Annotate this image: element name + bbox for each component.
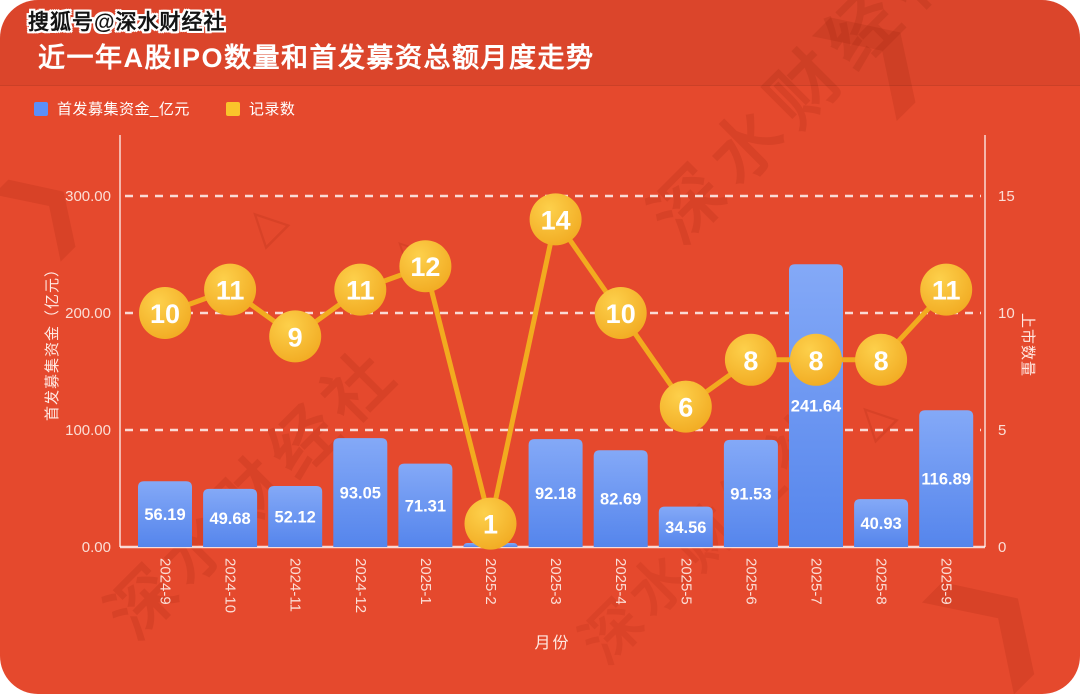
- bar-value-label: 92.18: [535, 485, 576, 503]
- data-point-marker: [594, 287, 647, 339]
- bar: [919, 410, 974, 547]
- y-tick-label-right: 15: [998, 188, 1015, 205]
- marker-value-label: 1: [483, 510, 498, 540]
- x-tick-label: 2024-10: [222, 558, 239, 613]
- x-tick-label: 2025-9: [938, 558, 955, 605]
- marker-value-label: 11: [932, 276, 961, 306]
- axis-title-left: 首发募集资金（亿元）: [44, 261, 61, 421]
- x-tick-label: 2025-8: [873, 558, 890, 605]
- bar: [138, 481, 192, 547]
- legend-swatch-count: [225, 101, 240, 116]
- marker-value-label: 11: [346, 276, 375, 306]
- data-point-marker: [139, 287, 191, 339]
- x-tick-label: 2025-4: [612, 558, 629, 605]
- x-tick-label: 2025-5: [677, 558, 694, 605]
- legend-swatch-funds: [34, 101, 48, 116]
- bar-value-label: 91.53: [730, 485, 771, 503]
- x-tick-label: 2025-3: [547, 558, 564, 605]
- bar-value-label: 93.05: [340, 485, 381, 503]
- x-tick-label: 2025-2: [482, 558, 499, 605]
- bar-value-label: 71.31: [405, 497, 446, 515]
- bar: [203, 488, 258, 547]
- y-tick-label-left: 200.00: [65, 305, 111, 322]
- marker-value-label: 12: [410, 252, 440, 282]
- data-point-marker: [334, 263, 387, 316]
- x-axis-title: 月份: [534, 634, 570, 652]
- legend-label-funds: 首发募集资金_亿元: [57, 101, 190, 118]
- bar: [528, 439, 583, 547]
- data-point-marker: [529, 193, 582, 246]
- chart-legend: 首发募集资金_亿元 记录数: [34, 98, 295, 119]
- axis-title-right: 上市数量: [1019, 313, 1036, 377]
- page-title: 近一年A股IPO数量和首发募资总额月度走势: [38, 43, 595, 73]
- bar-value-label: 116.89: [921, 471, 971, 489]
- bar: [723, 439, 778, 547]
- legend-label-count: 记录数: [248, 101, 296, 118]
- x-tick-label: 2025-7: [808, 558, 825, 605]
- bar: [333, 438, 388, 547]
- header-band: [0, 0, 1080, 86]
- data-point-marker: [399, 240, 452, 293]
- data-point-marker: [464, 497, 517, 550]
- y-tick-label-right: 5: [998, 422, 1006, 439]
- bar-value-label: 49.68: [209, 510, 250, 528]
- bar-value-label: 40.93: [860, 515, 901, 533]
- bar-value-label: 241.64: [791, 398, 842, 416]
- data-point-marker: [724, 333, 777, 386]
- data-point-marker: [269, 310, 322, 363]
- x-tick-label: 2025-1: [417, 558, 434, 605]
- bar-value-label: 82.69: [600, 491, 641, 509]
- bar-value-label: 34.56: [665, 519, 706, 537]
- bar-value-label: 56.19: [144, 506, 185, 524]
- x-tick-label: 2024-12: [352, 558, 369, 613]
- marker-value-label: 10: [606, 299, 636, 329]
- bar: [658, 506, 713, 547]
- bar: [593, 450, 648, 547]
- marker-value-label: 10: [150, 299, 180, 329]
- y-tick-label-left: 300.00: [65, 188, 111, 205]
- x-tick-label: 2024-9: [157, 558, 174, 605]
- data-point-marker: [920, 263, 973, 316]
- x-tick-label: 2025-6: [742, 558, 759, 605]
- y-tick-label-left: 0.00: [82, 539, 111, 556]
- data-point-marker: [204, 263, 257, 316]
- account-watermark: 搜狐号@深水财经社: [28, 11, 226, 34]
- bar: [398, 463, 453, 547]
- data-point-marker: [790, 333, 842, 386]
- y-tick-label-right: 0: [998, 539, 1006, 556]
- marker-value-label: 6: [678, 393, 693, 423]
- y-tick-label-right: 10: [998, 305, 1015, 322]
- marker-value-label: 14: [541, 205, 571, 235]
- marker-value-label: 9: [288, 322, 303, 352]
- y-tick-label-left: 100.00: [65, 422, 111, 439]
- bar: [789, 264, 843, 547]
- marker-value-label: 8: [808, 346, 823, 376]
- legend-item-funds[interactable]: 首发募集资金_亿元: [34, 98, 190, 119]
- bar: [268, 486, 323, 547]
- legend-item-count[interactable]: 记录数: [225, 98, 296, 119]
- data-point-marker: [855, 333, 908, 386]
- x-tick-label: 2024-11: [287, 558, 304, 612]
- marker-value-label: 8: [743, 346, 758, 376]
- marker-value-label: 8: [874, 346, 889, 376]
- bar-value-label: 52.12: [275, 509, 316, 527]
- data-point-marker: [659, 380, 712, 433]
- marker-value-label: 11: [216, 276, 245, 306]
- bar: [854, 499, 909, 547]
